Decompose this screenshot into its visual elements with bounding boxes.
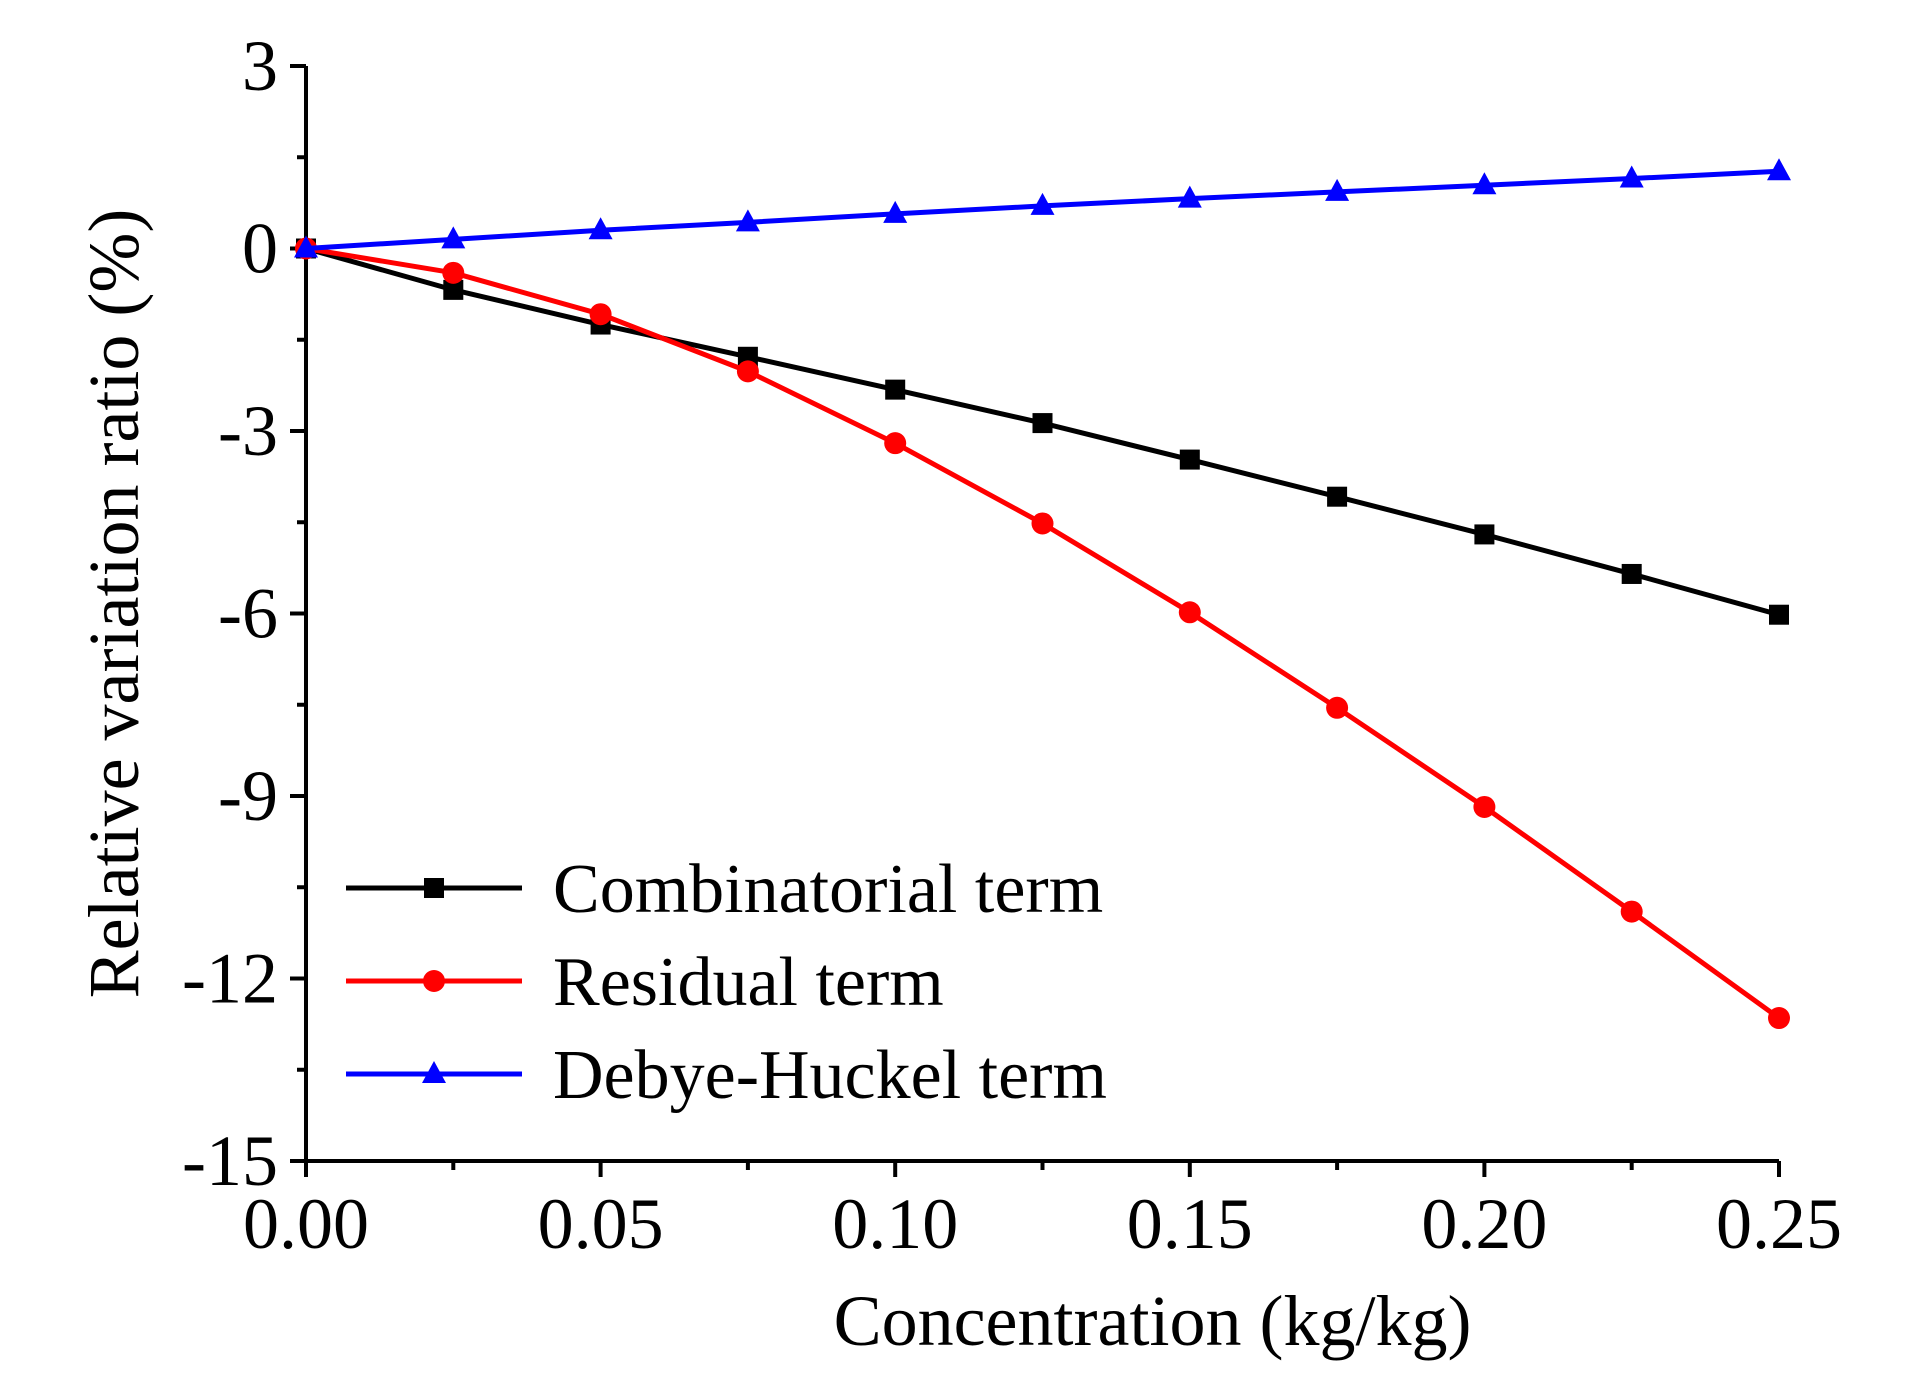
data-point bbox=[1031, 512, 1054, 535]
data-point bbox=[735, 209, 760, 232]
data-point bbox=[1769, 604, 1789, 625]
data-point bbox=[884, 432, 907, 455]
x-axis-ticks: 0.00 0.05 0.10 0.15 0.20 0.25 bbox=[243, 1161, 1842, 1264]
data-point bbox=[443, 279, 464, 300]
data-point bbox=[885, 379, 906, 400]
y-tick-label: 3 bbox=[242, 26, 278, 106]
data-point bbox=[883, 200, 908, 223]
legend-item: Debye-Huckel term bbox=[346, 1037, 1107, 1114]
data-point bbox=[441, 226, 466, 249]
x-tick-label: 0.10 bbox=[832, 1184, 958, 1264]
data-point bbox=[1325, 178, 1350, 201]
legend-marker bbox=[424, 878, 444, 898]
data-point bbox=[1474, 524, 1495, 545]
axes bbox=[304, 66, 1779, 1163]
data-point bbox=[294, 235, 318, 258]
legend-item: Combinatorial term bbox=[346, 851, 1103, 928]
data-point bbox=[1768, 1007, 1790, 1030]
data-point bbox=[1179, 449, 1200, 470]
legend-marker bbox=[422, 1061, 446, 1083]
data-point bbox=[1619, 165, 1644, 188]
series-combinatorial-term bbox=[296, 238, 1789, 625]
y-axis-title: Relative variation ratio (%) bbox=[74, 209, 154, 999]
data-point bbox=[1767, 158, 1791, 181]
y-tick-label: -6 bbox=[218, 574, 278, 654]
legend-label: Debye-Huckel term bbox=[553, 1037, 1107, 1114]
legend-label: Residual term bbox=[553, 944, 944, 1021]
series-layer bbox=[294, 158, 1791, 1030]
data-point bbox=[736, 360, 759, 383]
x-tick-label: 0.05 bbox=[538, 1184, 664, 1264]
x-tick-label: 0.25 bbox=[1716, 1184, 1842, 1264]
y-tick-label: -9 bbox=[218, 756, 278, 836]
data-point bbox=[1327, 486, 1348, 507]
data-point bbox=[589, 303, 612, 326]
series-debye-huckel-term bbox=[294, 158, 1791, 258]
legend-marker bbox=[423, 970, 445, 992]
x-tick-label: 0.15 bbox=[1127, 1184, 1253, 1264]
legend-label: Combinatorial term bbox=[553, 851, 1103, 928]
y-tick-label: -12 bbox=[182, 939, 278, 1019]
x-axis-title: Concentration (kg/kg) bbox=[834, 1281, 1472, 1361]
x-tick-label: 0.00 bbox=[243, 1184, 369, 1264]
y-tick-label: -3 bbox=[218, 391, 278, 471]
legend-item: Residual term bbox=[346, 944, 944, 1021]
data-point bbox=[1032, 413, 1053, 434]
data-point bbox=[1326, 696, 1349, 719]
data-point bbox=[1178, 601, 1201, 624]
legend: Combinatorial term Residual term Debye-Huc… bbox=[346, 851, 1107, 1114]
data-point bbox=[1473, 795, 1496, 818]
data-point bbox=[1621, 563, 1642, 584]
data-point bbox=[588, 217, 613, 240]
data-point bbox=[1177, 185, 1202, 208]
x-tick-label: 0.20 bbox=[1421, 1184, 1547, 1264]
data-point bbox=[1620, 900, 1643, 923]
y-axis-ticks: 3 0 -3 -6 -9 -12 -15 bbox=[182, 26, 306, 1201]
data-point bbox=[442, 261, 465, 284]
y-tick-label: -15 bbox=[182, 1121, 278, 1201]
y-tick-label: 0 bbox=[242, 209, 278, 289]
data-point bbox=[1472, 172, 1497, 195]
data-point bbox=[1030, 192, 1055, 215]
